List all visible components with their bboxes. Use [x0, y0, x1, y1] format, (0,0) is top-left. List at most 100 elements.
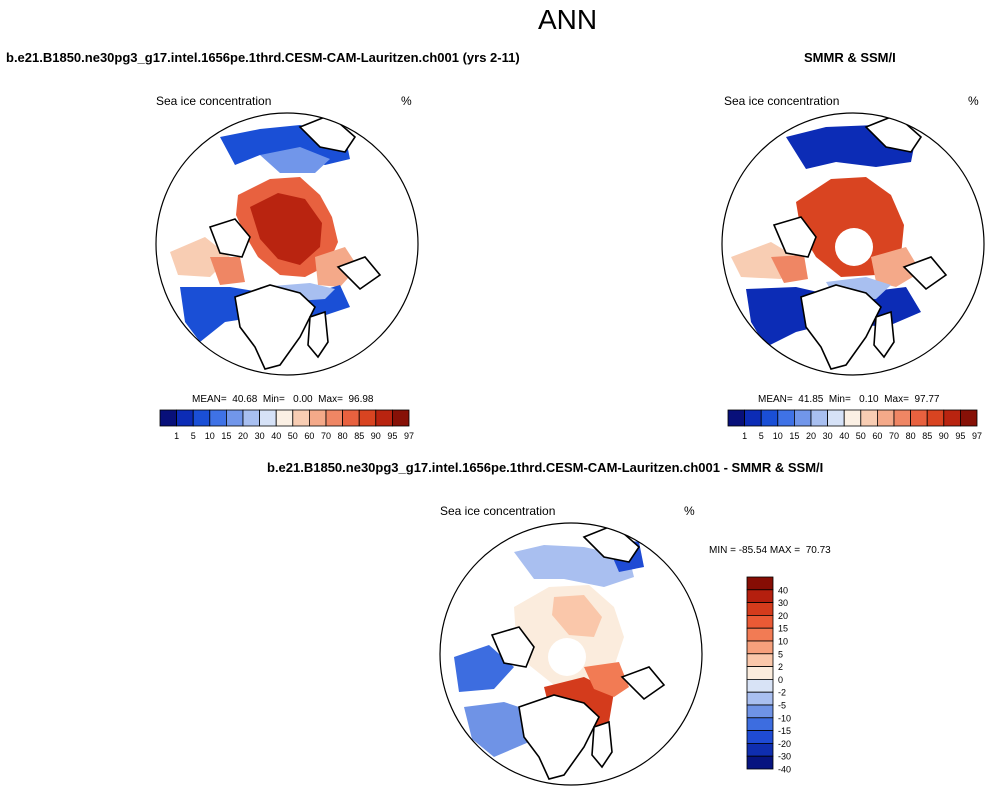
left-colorbar-tick-label: 20 — [238, 431, 248, 441]
diff-colorbar-tick-label: -2 — [778, 688, 786, 698]
pole-hole — [548, 638, 586, 676]
right-colorbar-swatch — [876, 409, 895, 427]
right-colorbar-swatch — [744, 409, 762, 427]
diff-colorbar-swatch — [746, 679, 774, 693]
diff-colorbar-tick-label: 20 — [778, 611, 788, 621]
right-colorbar-tick-label: 90 — [939, 431, 949, 441]
diff-colorbar-swatch — [746, 730, 774, 744]
diff-colorbar-tick-label: -30 — [778, 752, 791, 762]
right-stats: MEAN= 41.85 Min= 0.10 Max= 97.77 — [758, 394, 940, 405]
ice-edge — [871, 247, 921, 287]
diff-colorbar-tick-label: -5 — [778, 701, 786, 711]
right-colorbar-tick-label: 15 — [789, 431, 799, 441]
pole-hole — [835, 228, 873, 266]
right-colorbar-swatch — [926, 409, 945, 427]
right-polar-map — [721, 112, 985, 376]
right-units: % — [968, 94, 979, 108]
diff-title: b.e21.B1850.ne30pg3_g17.intel.1656pe.1th… — [267, 460, 824, 475]
diff-colorbar-tick-label: 5 — [778, 649, 783, 659]
left-colorbar-tick-label: 97 — [404, 431, 414, 441]
left-colorbar-tick-label: 85 — [354, 431, 364, 441]
hudson-ice — [210, 257, 245, 285]
diff-colorbar-tick-label: 2 — [778, 662, 783, 672]
diff-units: % — [684, 504, 695, 518]
right-colorbar-swatch — [794, 409, 812, 427]
left-colorbar-tick-label: 70 — [321, 431, 331, 441]
right-colorbar-swatch — [843, 409, 862, 427]
left-colorbar-swatch — [391, 409, 410, 427]
left-colorbar-tick-label: 40 — [271, 431, 281, 441]
right-colorbar-tick-label: 1 — [742, 431, 747, 441]
diff-colorbar-swatch — [746, 755, 774, 770]
diff-polar-map — [439, 522, 703, 786]
right-colorbar-tick-label: 95 — [955, 431, 965, 441]
left-var-label: Sea ice concentration — [156, 94, 272, 108]
left-polar-map — [155, 112, 419, 376]
right-var-label: Sea ice concentration — [724, 94, 840, 108]
left-colorbar-tick-label: 10 — [205, 431, 215, 441]
right-colorbar-tick-label: 50 — [856, 431, 866, 441]
right-colorbar-swatch — [760, 409, 779, 427]
right-colorbar-tick-label: 70 — [889, 431, 899, 441]
coastlines — [772, 114, 948, 370]
right-colorbar-swatch — [943, 409, 961, 427]
diff-colorbar-swatch — [746, 602, 774, 616]
right-colorbar-tick-label: 97 — [972, 431, 982, 441]
diff-colorbar-swatch — [746, 576, 774, 591]
arctic-ice-high — [796, 177, 904, 277]
left-colorbar-tick-label: 90 — [371, 431, 381, 441]
left-colorbar-tick-label: 1 — [174, 431, 179, 441]
left-colorbar-tick-label: 30 — [255, 431, 265, 441]
hudson-neg — [454, 645, 514, 692]
obs-title: SMMR & SSM/I — [804, 50, 896, 65]
diff-var-label: Sea ice concentration — [440, 504, 556, 518]
right-colorbar-swatch — [910, 409, 928, 427]
right-colorbar: 1 5 10 15 20 30 40 50 60 70 80 85 90 95 97 — [727, 409, 982, 441]
left-colorbar-tick-label: 15 — [221, 431, 231, 441]
left-colorbar-swatch — [242, 409, 261, 427]
left-units: % — [401, 94, 412, 108]
right-colorbar-tick-label: 5 — [759, 431, 764, 441]
right-colorbar-swatch — [727, 409, 746, 427]
left-colorbar-swatch — [192, 409, 211, 427]
right-colorbar-tick-label: 30 — [823, 431, 833, 441]
left-colorbar-swatch — [342, 409, 360, 427]
left-colorbar-swatch — [375, 409, 393, 427]
hudson-ice — [771, 255, 808, 283]
right-colorbar-swatch — [959, 409, 978, 427]
diff-colorbar-tick-label: -20 — [778, 739, 791, 749]
right-colorbar-swatch — [777, 409, 795, 427]
left-colorbar-swatch — [259, 409, 277, 427]
diff-colorbar-tick-label: 15 — [778, 624, 788, 634]
left-colorbar-tick-label: 50 — [288, 431, 298, 441]
right-colorbar-tick-label: 10 — [773, 431, 783, 441]
diff-colorbar-swatch — [746, 691, 774, 706]
left-colorbar-swatch — [275, 409, 294, 427]
right-colorbar-tick-label: 60 — [872, 431, 882, 441]
left-colorbar-swatch — [209, 409, 227, 427]
left-colorbar-swatch — [176, 409, 194, 427]
diff-colorbar-tick-label: 40 — [778, 585, 788, 595]
left-colorbar-swatch — [292, 409, 310, 427]
left-colorbar: 1 5 10 15 20 30 40 50 60 70 80 85 90 95 97 — [159, 409, 414, 441]
coastlines — [208, 114, 382, 370]
right-colorbar-swatch — [893, 409, 912, 427]
arctic-ice-core — [250, 193, 322, 265]
left-colorbar-tick-label: 80 — [338, 431, 348, 441]
left-colorbar-swatch — [325, 409, 344, 427]
main-title: ANN — [537, 4, 598, 35]
case-title: b.e21.B1850.ne30pg3_g17.intel.1656pe.1th… — [6, 50, 520, 65]
diff-colorbar-tick-label: 10 — [778, 637, 788, 647]
left-colorbar-tick-label: 60 — [304, 431, 314, 441]
diff-colorbar-tick-label: -15 — [778, 726, 791, 736]
left-colorbar-tick-label: 5 — [191, 431, 196, 441]
diff-colorbar-swatch — [746, 704, 774, 719]
pacific-low-ice-2 — [260, 147, 330, 173]
left-colorbar-swatch — [226, 409, 244, 427]
right-colorbar-tick-label: 85 — [922, 431, 932, 441]
arctic-pos — [552, 595, 602, 637]
diff-colorbar-swatch — [746, 627, 774, 642]
atlantic-neg — [464, 702, 534, 757]
left-colorbar-swatch — [358, 409, 377, 427]
